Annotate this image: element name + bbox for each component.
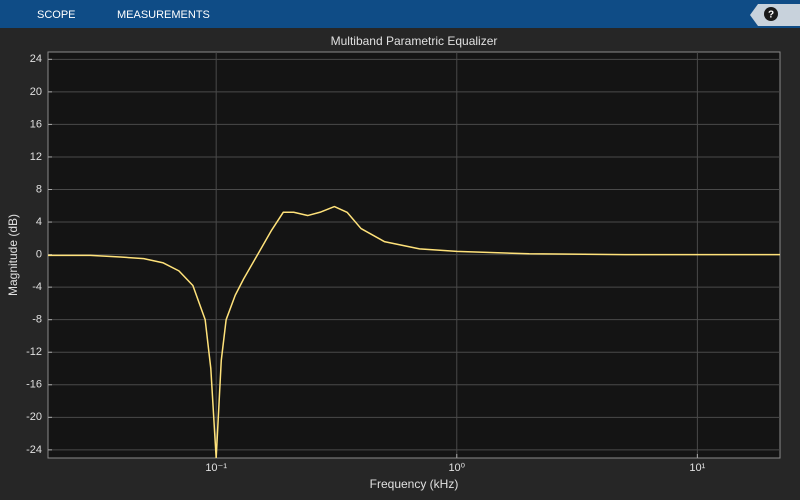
- y-tick-label: 16: [30, 118, 42, 130]
- x-tick-label: 10⁻¹: [205, 462, 227, 474]
- y-tick-label: 12: [30, 151, 42, 163]
- y-tick-label: 20: [30, 86, 42, 98]
- y-tick-label: 8: [36, 183, 42, 195]
- x-tick-label: 10¹: [689, 462, 705, 474]
- y-tick-label: -12: [26, 346, 42, 358]
- y-tick-label: 24: [30, 53, 42, 65]
- toolbar: [0, 0, 800, 28]
- data-line: [48, 205, 780, 458]
- y-axis-label: Magnitude (dB): [6, 214, 20, 296]
- x-tick-label: 10⁰: [448, 462, 465, 474]
- y-tick-label: 0: [36, 248, 42, 260]
- y-tick-label: -16: [26, 379, 42, 391]
- tab[interactable]: SCOPE: [37, 9, 76, 21]
- help-button[interactable]: [764, 7, 778, 21]
- y-tick-label: -8: [32, 314, 42, 326]
- help-icon[interactable]: ?: [768, 10, 774, 21]
- x-axis-label: Frequency (kHz): [370, 477, 459, 491]
- y-tick-label: -4: [32, 281, 42, 293]
- y-tick-label: 4: [36, 216, 42, 228]
- y-tick-label: -24: [26, 444, 42, 456]
- y-tick-label: -20: [26, 411, 42, 423]
- chart-title: Multiband Parametric Equalizer: [331, 34, 498, 48]
- tab[interactable]: MEASUREMENTS: [117, 9, 210, 21]
